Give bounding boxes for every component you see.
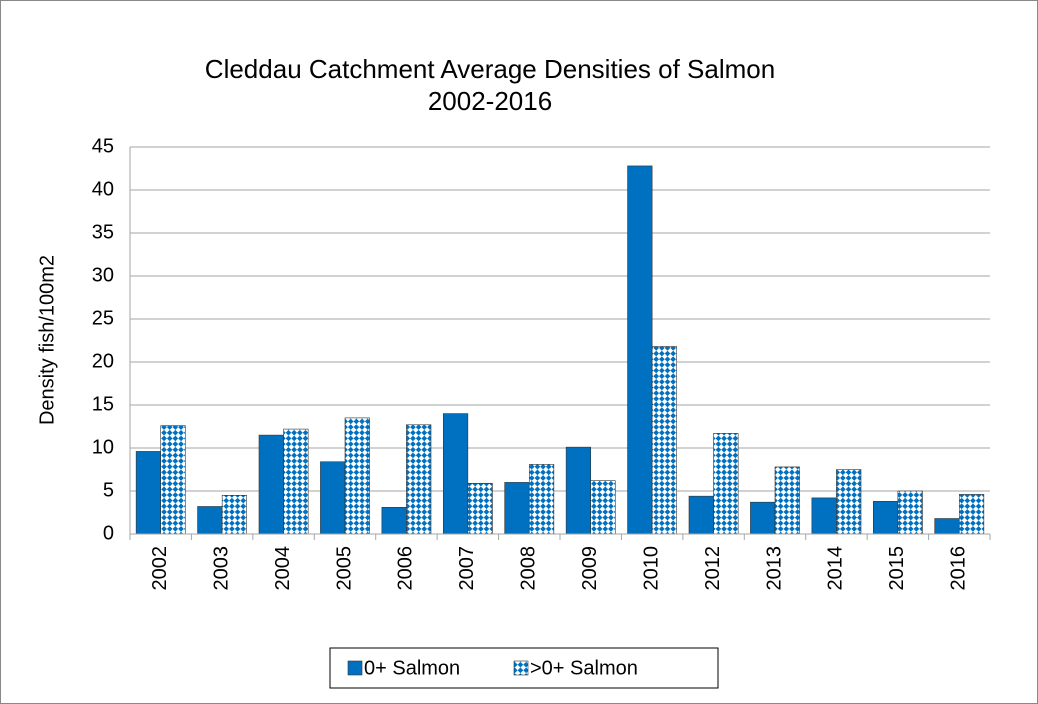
chart-title: 2002-2016: [428, 86, 552, 116]
bar: [442, 413, 469, 535]
bar: [627, 165, 653, 535]
y-tick-label: 45: [92, 135, 114, 157]
x-tick-label: 2012: [702, 546, 724, 591]
x-tick-label: 2005: [333, 546, 355, 591]
legend-label: 0+ Salmon: [364, 657, 460, 679]
bar: [872, 501, 899, 535]
bar: [160, 425, 186, 535]
x-tick-label: 2003: [210, 546, 232, 591]
bar: [897, 490, 923, 535]
x-tick-label: 2010: [640, 546, 662, 591]
chart-title: Cleddau Catchment Average Densities of S…: [205, 54, 775, 84]
bar: [504, 482, 530, 535]
bar: [197, 506, 223, 535]
bar: [811, 497, 837, 535]
bar: [406, 424, 432, 535]
x-tick-label: 2014: [825, 546, 847, 591]
y-tick-label: 25: [92, 307, 114, 329]
x-tick-label: 2009: [579, 546, 601, 591]
bar: [934, 518, 960, 535]
legend-swatch: [513, 660, 529, 676]
bar: [651, 346, 678, 535]
bar: [381, 507, 407, 535]
x-tick-label: 2013: [763, 546, 785, 591]
bar: [283, 428, 309, 535]
bar: [528, 464, 555, 535]
bar: [836, 469, 862, 535]
bar: [135, 451, 162, 535]
x-tick-label: 2004: [272, 546, 294, 591]
y-axis-label: Density fish/100m2: [36, 255, 58, 425]
bar: [750, 501, 776, 535]
y-tick-label: 10: [92, 436, 114, 458]
bar: [590, 480, 616, 535]
bar: [221, 494, 248, 535]
bar: [320, 461, 346, 535]
y-tick-label: 35: [92, 221, 114, 243]
x-tick-label: 2008: [518, 546, 540, 591]
bar: [713, 433, 739, 535]
x-tick-label: 2015: [886, 546, 908, 591]
x-tick-label: 2006: [395, 546, 417, 591]
bar: [344, 417, 370, 535]
bar: [774, 466, 800, 535]
bar: [258, 434, 284, 535]
x-tick-label: 2007: [456, 546, 478, 591]
bar: [958, 494, 985, 535]
y-tick-label: 20: [92, 350, 114, 372]
y-tick-label: 30: [92, 264, 114, 286]
y-tick-label: 15: [92, 393, 114, 415]
y-tick-label: 5: [103, 479, 114, 501]
bar: [688, 495, 714, 535]
legend-swatch: [347, 660, 363, 676]
x-tick-label: 2016: [948, 546, 970, 591]
x-tick-label: 2002: [149, 546, 171, 591]
legend-label: >0+ Salmon: [530, 657, 638, 679]
bar: [565, 446, 592, 535]
bar: [467, 482, 493, 535]
y-tick-label: 40: [92, 178, 114, 200]
y-tick-label: 0: [103, 522, 114, 544]
